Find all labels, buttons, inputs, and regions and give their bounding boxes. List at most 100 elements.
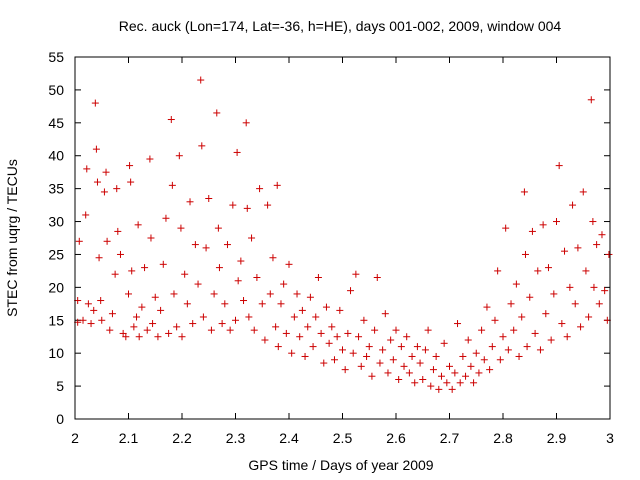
chart-title: Rec. auck (Lon=174, Lat=-36, h=HE), days… bbox=[119, 18, 562, 34]
data-point bbox=[539, 221, 547, 229]
data-point bbox=[138, 303, 146, 311]
data-point bbox=[416, 359, 424, 367]
data-point bbox=[191, 241, 199, 249]
data-point bbox=[130, 323, 138, 331]
data-point bbox=[116, 250, 124, 258]
data-point bbox=[582, 267, 590, 275]
data-point bbox=[499, 333, 507, 341]
data-point bbox=[159, 260, 167, 268]
data-point bbox=[357, 362, 365, 370]
data-point bbox=[507, 300, 515, 308]
data-point bbox=[593, 241, 601, 249]
data-point bbox=[242, 119, 250, 127]
y-tick-label: 45 bbox=[48, 115, 64, 131]
data-point bbox=[352, 270, 360, 278]
data-point bbox=[233, 148, 241, 156]
data-point bbox=[79, 316, 87, 324]
data-point bbox=[339, 346, 346, 354]
data-point bbox=[214, 224, 222, 232]
data-point bbox=[587, 96, 595, 104]
data-point bbox=[240, 297, 248, 305]
data-point bbox=[126, 162, 134, 170]
x-tick-label: 2.4 bbox=[279, 430, 299, 446]
data-point bbox=[282, 329, 290, 337]
data-point bbox=[523, 343, 531, 351]
data-point bbox=[111, 270, 119, 278]
data-point bbox=[170, 290, 178, 298]
data-point bbox=[154, 333, 162, 341]
data-point bbox=[333, 333, 341, 341]
data-point bbox=[502, 224, 510, 232]
data-point bbox=[97, 297, 105, 305]
data-point bbox=[280, 280, 288, 288]
data-point bbox=[93, 178, 101, 186]
data-point bbox=[165, 329, 173, 337]
data-point bbox=[218, 320, 226, 328]
data-point bbox=[102, 168, 110, 176]
data-point bbox=[273, 181, 281, 189]
y-tick-label: 15 bbox=[48, 312, 64, 328]
data-point bbox=[365, 343, 373, 351]
data-point bbox=[178, 333, 186, 341]
x-tick-label: 2.8 bbox=[493, 430, 513, 446]
data-point bbox=[108, 310, 116, 318]
data-point bbox=[515, 352, 523, 360]
data-point bbox=[253, 273, 261, 281]
data-point bbox=[550, 290, 558, 298]
data-point bbox=[421, 346, 429, 354]
data-point bbox=[371, 326, 379, 334]
data-point bbox=[432, 352, 440, 360]
data-point bbox=[373, 273, 381, 281]
data-point bbox=[113, 185, 121, 193]
data-point bbox=[544, 264, 552, 272]
data-point bbox=[250, 326, 258, 334]
data-point bbox=[298, 306, 306, 314]
data-point bbox=[173, 323, 181, 331]
data-point bbox=[177, 224, 185, 232]
x-tick-label: 2 bbox=[71, 430, 79, 446]
x-tick-label: 3 bbox=[606, 430, 614, 446]
data-point bbox=[585, 313, 593, 321]
data-point bbox=[486, 366, 494, 374]
data-point bbox=[376, 359, 384, 367]
data-point bbox=[264, 201, 272, 209]
data-point bbox=[149, 320, 157, 328]
x-tick-label: 2.6 bbox=[386, 430, 406, 446]
data-point bbox=[293, 290, 301, 298]
data-point bbox=[312, 313, 320, 321]
data-point bbox=[360, 316, 368, 324]
data-point bbox=[84, 300, 92, 308]
data-point bbox=[288, 349, 296, 357]
data-point bbox=[125, 290, 132, 298]
data-point bbox=[151, 293, 159, 301]
data-point bbox=[392, 326, 400, 334]
data-point bbox=[229, 201, 237, 209]
data-point bbox=[82, 211, 90, 219]
data-point bbox=[521, 250, 529, 258]
data-point bbox=[210, 290, 218, 298]
data-point bbox=[301, 352, 309, 360]
data-point bbox=[478, 326, 486, 334]
data-point bbox=[122, 333, 130, 341]
y-tick-label: 5 bbox=[56, 378, 64, 394]
data-point bbox=[243, 204, 251, 212]
data-point bbox=[435, 385, 443, 393]
data-point bbox=[574, 244, 582, 252]
data-point bbox=[536, 346, 544, 354]
data-point bbox=[496, 356, 504, 364]
data-point bbox=[90, 306, 98, 314]
y-tick-label: 35 bbox=[48, 181, 64, 197]
x-tick-label: 2.3 bbox=[226, 430, 246, 446]
data-point bbox=[395, 376, 403, 384]
data-point bbox=[451, 369, 459, 377]
data-point bbox=[272, 323, 280, 331]
data-point bbox=[258, 300, 266, 308]
data-point bbox=[491, 316, 499, 324]
data-point bbox=[577, 323, 585, 331]
data-point bbox=[181, 270, 189, 278]
data-point bbox=[464, 336, 472, 344]
data-point bbox=[213, 109, 221, 117]
data-point bbox=[266, 290, 274, 298]
data-point bbox=[183, 300, 191, 308]
